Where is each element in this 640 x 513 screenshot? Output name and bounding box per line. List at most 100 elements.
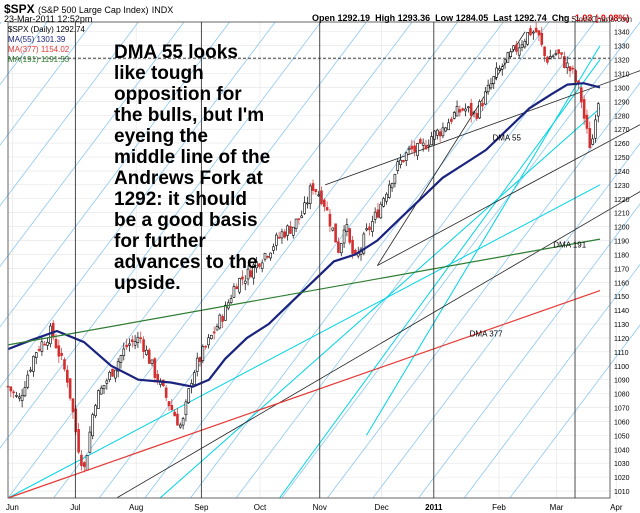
price-bar-body <box>15 395 18 397</box>
price-bar-body <box>170 404 174 411</box>
fork-light-line <box>509 324 640 499</box>
price-bar-body <box>557 49 561 54</box>
price-bar-body <box>393 173 397 184</box>
price-bar-body <box>238 278 241 293</box>
price-bar-body <box>362 233 366 254</box>
price-bar-body <box>246 268 250 280</box>
y-tick-label: 1270 <box>614 127 630 134</box>
price-bar-body <box>280 231 284 239</box>
y-tick-label: 1060 <box>614 419 630 426</box>
price-bar-body <box>218 314 222 329</box>
chart-axes: 1010 1020 1030 1040 1050 1060 1070 1080 1090 1100… <box>6 21 630 512</box>
price-bar-body <box>342 229 346 244</box>
x-tick-label: Dec <box>375 503 389 512</box>
fork-light-line <box>0 21 185 267</box>
legend-ma377: MA(377) 1154.02 <box>8 45 70 54</box>
price-bar-body <box>591 138 594 145</box>
y-tick-label: 1120 <box>614 336 629 343</box>
price-bar-body <box>114 369 117 379</box>
price-bar-body <box>263 253 267 260</box>
fork-line <box>279 59 601 499</box>
trend-line <box>116 191 640 499</box>
price-bar-body <box>184 401 188 416</box>
ma-line-191 <box>7 238 601 346</box>
price-bar-body <box>88 431 92 453</box>
price-bar-body <box>291 226 295 236</box>
fork-light-line <box>144 21 504 499</box>
trend-line <box>325 70 640 186</box>
y-tick-label: 1320 <box>614 58 630 65</box>
price-bar-body <box>452 112 456 119</box>
price-bar-body <box>46 341 49 346</box>
price-bar-body <box>492 76 496 84</box>
price-bar-body <box>181 418 185 426</box>
price-bar-body <box>17 396 21 399</box>
price-bar-body <box>66 369 69 383</box>
price-bar-body <box>596 103 600 117</box>
price-bar-body <box>167 401 171 407</box>
price-bar-body <box>232 286 236 298</box>
price-bar-body <box>147 349 151 364</box>
x-tick-label: Jun <box>6 503 19 512</box>
price-bar-body <box>551 55 555 58</box>
price-bar-body <box>582 99 586 119</box>
fork-line <box>159 107 601 499</box>
x-tick-label: 2011 <box>425 503 443 512</box>
price-bar-body <box>410 145 414 150</box>
price-bar-body <box>153 358 157 378</box>
price-bar-body <box>506 52 510 63</box>
price-bar-body <box>540 32 544 45</box>
price-bar-body <box>133 341 137 346</box>
price-bar-body <box>407 147 411 151</box>
fork-light-line <box>235 21 595 499</box>
price-bar-body <box>331 227 335 231</box>
fork-light-line <box>7 21 367 499</box>
plot-border <box>7 21 611 499</box>
price-bar-body <box>37 349 41 351</box>
price-bar-body <box>396 161 400 171</box>
price-bar-body <box>517 47 521 56</box>
y-tick-label: 1310 <box>614 71 630 78</box>
price-bar-body <box>102 384 106 390</box>
price-bar-body <box>243 280 247 284</box>
price-bar-body <box>252 264 256 279</box>
price-bar-body <box>130 339 134 343</box>
y-tick-label: 1200 <box>614 225 630 232</box>
price-bar-body <box>80 454 83 466</box>
price-bar-body <box>266 256 270 258</box>
price-bar-body <box>105 380 109 384</box>
price-bar-body <box>176 413 179 426</box>
price-bar-body <box>99 387 103 395</box>
price-bar-body <box>51 322 55 338</box>
price-bar-body <box>193 372 196 385</box>
price-bar-body <box>289 225 292 234</box>
price-bar-body <box>435 129 439 136</box>
price-bar-body <box>565 62 569 69</box>
price-bar-body <box>546 56 549 63</box>
price-bar-body <box>229 298 233 303</box>
price-bar-body <box>441 127 445 137</box>
x-tick-label: Aug <box>129 503 143 512</box>
price-bar-body <box>339 243 343 254</box>
price-bar-body <box>77 429 80 453</box>
ma-line-377 <box>7 290 601 499</box>
price-bar-body <box>249 270 253 278</box>
price-bar-body <box>20 395 24 401</box>
price-bar-body <box>379 203 383 219</box>
y-tick-label: 1100 <box>614 364 629 371</box>
fork-light-line <box>0 21 48 86</box>
fork-light-line <box>0 21 139 207</box>
price-bar-body <box>467 106 470 109</box>
symbol-description: (S&P 500 Large Cap Index) <box>38 5 149 15</box>
price-bar-body <box>458 109 462 113</box>
y-tick-label: 1210 <box>614 211 630 218</box>
exchange: INDX <box>151 5 174 15</box>
price-bar-body <box>404 152 408 161</box>
price-bar-body <box>308 185 312 204</box>
price-bar-body <box>534 27 538 33</box>
chart-annotations: DMA 55 DMA 191 DMA 377 <box>470 133 587 338</box>
symbol: $SPX <box>4 2 35 16</box>
y-tick-label: 1110 <box>614 350 629 357</box>
price-bar-body <box>97 390 100 409</box>
price-bar-body <box>32 356 35 372</box>
